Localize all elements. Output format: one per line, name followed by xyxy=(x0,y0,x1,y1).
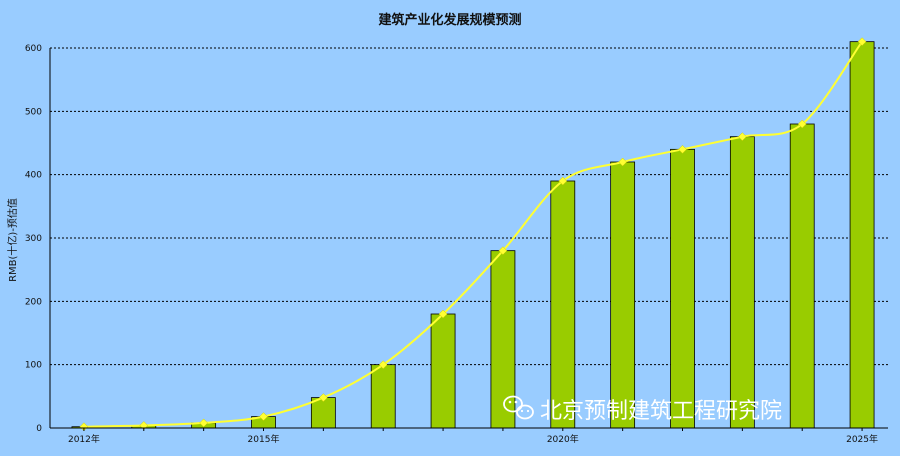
y-tick-label: 400 xyxy=(25,171,42,181)
wechat-icon xyxy=(503,395,534,420)
x-tick-label: 2020年 xyxy=(547,433,579,445)
bar xyxy=(670,148,695,429)
y-tick-label: 500 xyxy=(25,107,42,117)
chart-title: 建筑产业化发展规模预测 xyxy=(378,12,521,28)
axes-layer: 0 100 200 300 400 500 600 2012年 2015年 2020年 2025年 xyxy=(25,44,888,445)
y-tick-label: 600 xyxy=(25,44,42,54)
line-point xyxy=(558,176,568,186)
watermark: 北京预制建筑工程研究院 xyxy=(503,395,782,424)
y-tick-label: 100 xyxy=(25,361,42,371)
bar xyxy=(430,313,456,429)
line-point xyxy=(378,360,388,370)
line-point xyxy=(797,119,807,129)
line-point xyxy=(678,144,687,154)
line-point xyxy=(618,157,627,167)
bars-layer xyxy=(71,41,875,429)
y-tick-label: 200 xyxy=(25,297,42,307)
x-tick-label: 2015年 xyxy=(248,433,280,445)
bar xyxy=(490,250,516,429)
line-point xyxy=(738,132,747,142)
y-tick-label: 300 xyxy=(25,234,42,244)
bar xyxy=(610,161,636,429)
watermark-text: 北京预制建筑工程研究院 xyxy=(540,399,782,424)
bar xyxy=(849,41,875,429)
x-tick-label: 2012年 xyxy=(68,433,100,445)
line-point xyxy=(319,393,328,402)
line-point xyxy=(259,412,268,421)
line-point xyxy=(438,309,448,319)
y-tick-label: 0 xyxy=(36,424,42,434)
bar xyxy=(729,136,755,429)
line-point xyxy=(498,246,508,256)
x-tick-label: 2025年 xyxy=(846,433,878,445)
bar xyxy=(789,123,815,429)
y-axis-label: RMB(十亿)-预估值 xyxy=(6,198,19,282)
line-point xyxy=(857,37,867,47)
line-layer xyxy=(79,37,867,432)
bar xyxy=(370,364,396,429)
bar xyxy=(550,180,576,429)
line-point xyxy=(199,418,208,428)
